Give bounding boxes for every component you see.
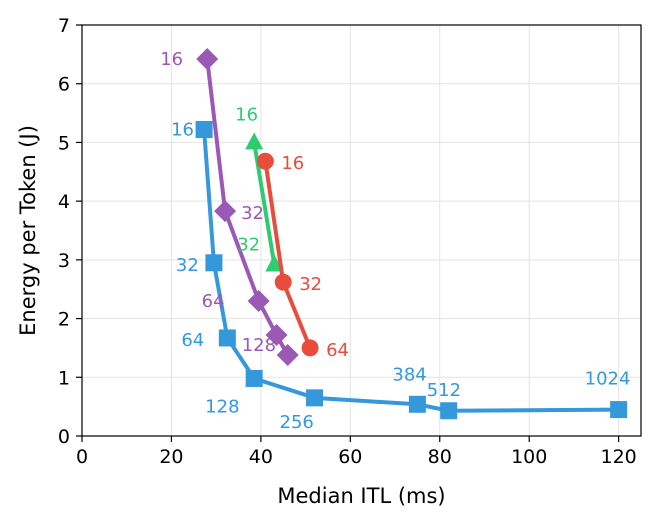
purple-diamonds-marker bbox=[276, 343, 299, 366]
ticks: 0 20 40 60 80 100 120 0 1 2 3 4 5 6 7 bbox=[58, 15, 637, 468]
red-circles-point-label: 64 bbox=[326, 340, 349, 361]
y-tick-label: 4 bbox=[58, 191, 70, 213]
red-circles-point-label: 32 bbox=[299, 274, 322, 295]
blue-squares-marker bbox=[408, 395, 426, 413]
blue-squares-point-label: 128 bbox=[205, 396, 239, 417]
blue-squares-point-label: 16 bbox=[171, 120, 194, 141]
purple-diamonds-marker bbox=[214, 200, 237, 223]
purple-diamonds-marker bbox=[196, 48, 219, 71]
blue-squares-point-label: 1024 bbox=[585, 369, 631, 390]
x-axis-title: Median ITL (ms) bbox=[277, 484, 445, 508]
y-axis-title: Energy per Token (J) bbox=[16, 125, 40, 336]
x-tick-label: 60 bbox=[338, 446, 362, 468]
blue-squares-marker bbox=[610, 401, 628, 419]
x-tick-label: 40 bbox=[249, 446, 273, 468]
grid bbox=[81, 24, 641, 437]
blue-squares-point-label: 32 bbox=[176, 255, 199, 276]
red-circles-marker bbox=[301, 339, 319, 357]
x-tick-label: 80 bbox=[428, 446, 452, 468]
blue-squares-point-label: 256 bbox=[280, 412, 314, 433]
blue-squares-point-label: 64 bbox=[181, 330, 204, 351]
x-tick-label: 120 bbox=[601, 446, 637, 468]
y-tick-label: 1 bbox=[58, 367, 70, 389]
purple-diamonds-marker bbox=[265, 324, 288, 347]
blue-squares-marker bbox=[205, 254, 223, 272]
y-tick-label: 3 bbox=[58, 250, 70, 272]
blue-squares-marker bbox=[218, 329, 236, 347]
blue-squares-marker bbox=[306, 389, 324, 407]
plot-background bbox=[82, 25, 641, 436]
y-tick-label: 6 bbox=[58, 74, 70, 96]
y-tick-label: 0 bbox=[58, 426, 70, 448]
blue-squares-marker bbox=[245, 369, 263, 387]
blue-squares-point-label: 512 bbox=[427, 380, 461, 401]
plot-frame bbox=[81, 24, 642, 437]
purple-diamonds-point-label: 16 bbox=[160, 49, 183, 70]
blue-squares-marker bbox=[440, 402, 458, 420]
green-triangles-point-label: 16 bbox=[235, 104, 258, 125]
x-tick-label: 0 bbox=[76, 446, 88, 468]
red-circles-marker bbox=[274, 273, 292, 291]
purple-diamonds-point-label: 128 bbox=[242, 335, 276, 356]
blue-squares-point-label: 384 bbox=[392, 364, 426, 385]
x-tick-label: 100 bbox=[511, 446, 547, 468]
y-tick-label: 7 bbox=[58, 15, 70, 37]
red-circles-point-label: 16 bbox=[281, 153, 304, 174]
green-triangles-marker bbox=[265, 254, 284, 272]
red-circles-marker bbox=[256, 152, 274, 170]
x-tick-label: 20 bbox=[159, 446, 183, 468]
point-labels: 1632641282563845121024163264128163216326… bbox=[160, 49, 630, 433]
purple-diamonds-marker bbox=[247, 289, 270, 312]
purple-diamonds-point-label: 64 bbox=[202, 291, 225, 312]
y-tick-label: 2 bbox=[58, 309, 70, 331]
green-triangles-point-label: 32 bbox=[237, 235, 260, 256]
series-layer bbox=[195, 48, 628, 420]
purple-diamonds-point-label: 32 bbox=[241, 203, 264, 224]
green-triangles-marker bbox=[245, 132, 264, 150]
blue-squares-marker bbox=[195, 121, 213, 139]
y-tick-label: 5 bbox=[58, 132, 70, 154]
